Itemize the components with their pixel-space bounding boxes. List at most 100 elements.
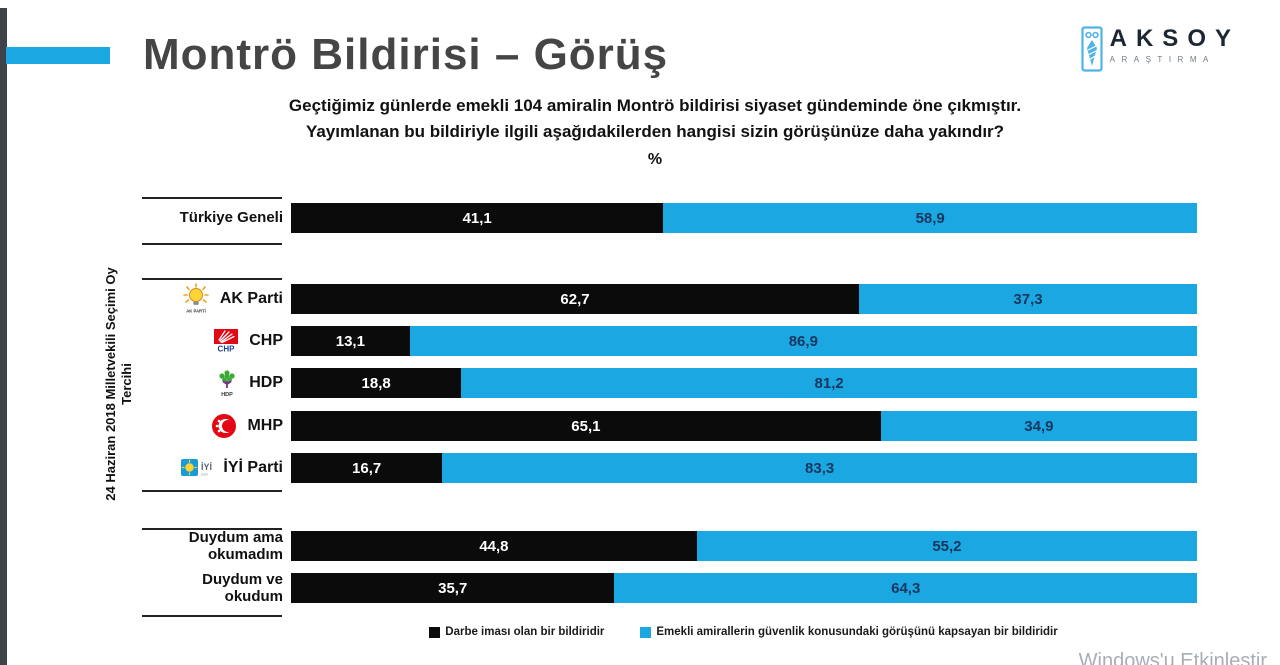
stacked-bar: 16,7 83,3: [291, 453, 1197, 483]
bar-value: 18,8: [361, 374, 391, 392]
section-separator-line: [142, 243, 282, 245]
category-label: Türkiye Geneli: [179, 209, 283, 227]
section-separator-line: [142, 278, 282, 280]
bar-value: 16,7: [352, 459, 382, 477]
title-accent-bar: [6, 47, 110, 64]
bar-segment-black: 16,7: [291, 453, 443, 483]
legend-swatch: [429, 626, 441, 638]
survey-question-line1: Geçtiğimiz günlerde emekli 104 amiralin …: [288, 96, 1022, 115]
page-title: Montrö Bildirisi – Görüş: [143, 30, 669, 79]
party-logo-akp-icon: AK PARTİ: [181, 283, 211, 315]
svg-text:HDP: HDP: [221, 392, 233, 398]
survey-question: Geçtiğimiz günlerde emekli 104 amiralin …: [160, 93, 1150, 145]
category-label: MHP: [247, 416, 283, 434]
bar-value: 62,7: [560, 290, 590, 308]
row-label-area: AK PARTİ AK Parti: [0, 283, 283, 315]
brand-name: AKSOY: [1109, 25, 1240, 52]
row-label-area: Türkiye Geneli: [0, 203, 283, 233]
svg-text:İYİ: İYİ: [201, 462, 212, 472]
section-separator-line: [142, 615, 282, 617]
svg-text:AK PARTİ: AK PARTİ: [186, 309, 205, 314]
bar-segment-blue: 37,3: [859, 284, 1197, 314]
party-logo-chp-icon: CHP: [212, 328, 240, 354]
bar-value: 34,9: [1024, 417, 1054, 435]
bar-segment-black: 62,7: [291, 284, 860, 314]
bar-segment-blue: 81,2: [461, 368, 1197, 398]
bar-segment-blue: 58,9: [663, 203, 1197, 233]
row-label-area: HDP HDP: [0, 368, 283, 398]
stacked-bar: 35,7 64,3: [291, 573, 1197, 603]
category-label: CHP: [249, 331, 283, 349]
bar-value: 44,8: [479, 537, 509, 555]
party-logo-hdp-icon: HDP: [214, 368, 240, 398]
chart-row: AK PARTİ AK Parti 62,7 37,3: [0, 283, 1280, 315]
row-label-area: CHP CHP: [0, 326, 283, 356]
section-separator-line: [142, 197, 282, 199]
chart-row: İYİ parti İYİ Parti 16,7 83,3: [0, 453, 1280, 483]
legend-label: Darbe iması olan bir bildiridir: [445, 626, 605, 638]
row-label-area: Duydum ve okudum: [0, 570, 283, 605]
bar-value: 13,1: [335, 332, 365, 350]
bar-segment-black: 65,1: [291, 411, 881, 441]
bar-value: 64,3: [891, 579, 921, 597]
bar-segment-black: 41,1: [291, 203, 664, 233]
survey-question-line2: Yayımlanan bu bildiriyle ilgili aşağıdak…: [305, 122, 1005, 141]
aksoy-owl-icon: [1081, 26, 1103, 72]
bar-segment-blue: 55,2: [696, 531, 1197, 561]
section-separator-line: [142, 490, 282, 492]
svg-text:parti: parti: [201, 473, 208, 477]
bar-value: 58,9: [915, 209, 945, 227]
category-label: Duydum ve okudum: [202, 570, 283, 605]
stacked-bar: 62,7 37,3: [291, 284, 1197, 314]
bar-value: 55,2: [932, 537, 962, 555]
bar-segment-black: 18,8: [291, 368, 462, 398]
bar-segment-blue: 83,3: [442, 453, 1197, 483]
section-separator-line: [142, 528, 282, 530]
windows-activation-watermark: Windows'u Etkinleştir: [1078, 650, 1267, 665]
stacked-bar: 44,8 55,2: [291, 531, 1197, 561]
bar-segment-blue: 64,3: [614, 573, 1197, 603]
chart-row: Türkiye Geneli 41,1 58,9: [0, 203, 1280, 233]
category-label: AK Parti: [219, 289, 283, 307]
category-label: HDP: [249, 373, 283, 391]
bar-value: 81,2: [814, 374, 844, 392]
svg-text:CHP: CHP: [218, 345, 236, 354]
chart-row: HDP HDP 18,8 81,2: [0, 368, 1280, 398]
chart-legend: Darbe iması olan bir bildiridir Emekli am…: [290, 626, 1197, 638]
chart-row: Duydum ama okumadım 44,8 55,2: [0, 528, 1280, 563]
row-label-area: Duydum ama okumadım: [0, 528, 283, 563]
percent-unit-label: %: [647, 151, 663, 168]
stacked-bar: 18,8 81,2: [291, 368, 1197, 398]
bar-segment-black: 13,1: [291, 326, 410, 356]
legend-item: Emekli amirallerin güvenlik konusundaki …: [640, 626, 1058, 638]
brand-wordmark: AKSOY ARAŞTIRMA: [1109, 25, 1240, 65]
bar-value: 65,1: [571, 417, 601, 435]
bar-segment-blue: 86,9: [409, 326, 1197, 356]
chart-row: CHP CHP 13,1 86,9: [0, 326, 1280, 356]
party-logo-iyi-icon: İYİ parti: [180, 456, 214, 480]
row-label-area: MHP: [0, 411, 283, 441]
stacked-bar: 13,1 86,9: [291, 326, 1197, 356]
brand-logo: AKSOY ARAŞTIRMA: [1081, 25, 1240, 72]
bar-segment-blue: 34,9: [880, 411, 1197, 441]
bar-value: 86,9: [788, 332, 818, 350]
brand-subtitle: ARAŞTIRMA: [1109, 55, 1215, 65]
left-edge-strip: [0, 8, 7, 665]
party-logo-mhp-icon: [210, 412, 238, 440]
bar-segment-black: 35,7: [291, 573, 615, 603]
stacked-bar: 65,1 34,9: [291, 411, 1197, 441]
row-label-area: İYİ parti İYİ Parti: [0, 453, 283, 483]
category-label: İYİ Parti: [223, 458, 283, 476]
chart-row: Duydum ve okudum 35,7 64,3: [0, 570, 1280, 605]
bar-value: 41,1: [462, 209, 492, 227]
stacked-bar: 41,1 58,9: [291, 203, 1197, 233]
bar-value: 37,3: [1013, 290, 1043, 308]
category-label: Duydum ama okumadım: [188, 528, 283, 563]
bar-value: 35,7: [438, 579, 468, 597]
legend-label: Emekli amirallerin güvenlik konusundaki …: [656, 626, 1058, 638]
bar-value: 83,3: [805, 459, 835, 477]
legend-swatch: [640, 626, 652, 638]
legend-item: Darbe iması olan bir bildiridir: [429, 626, 604, 638]
